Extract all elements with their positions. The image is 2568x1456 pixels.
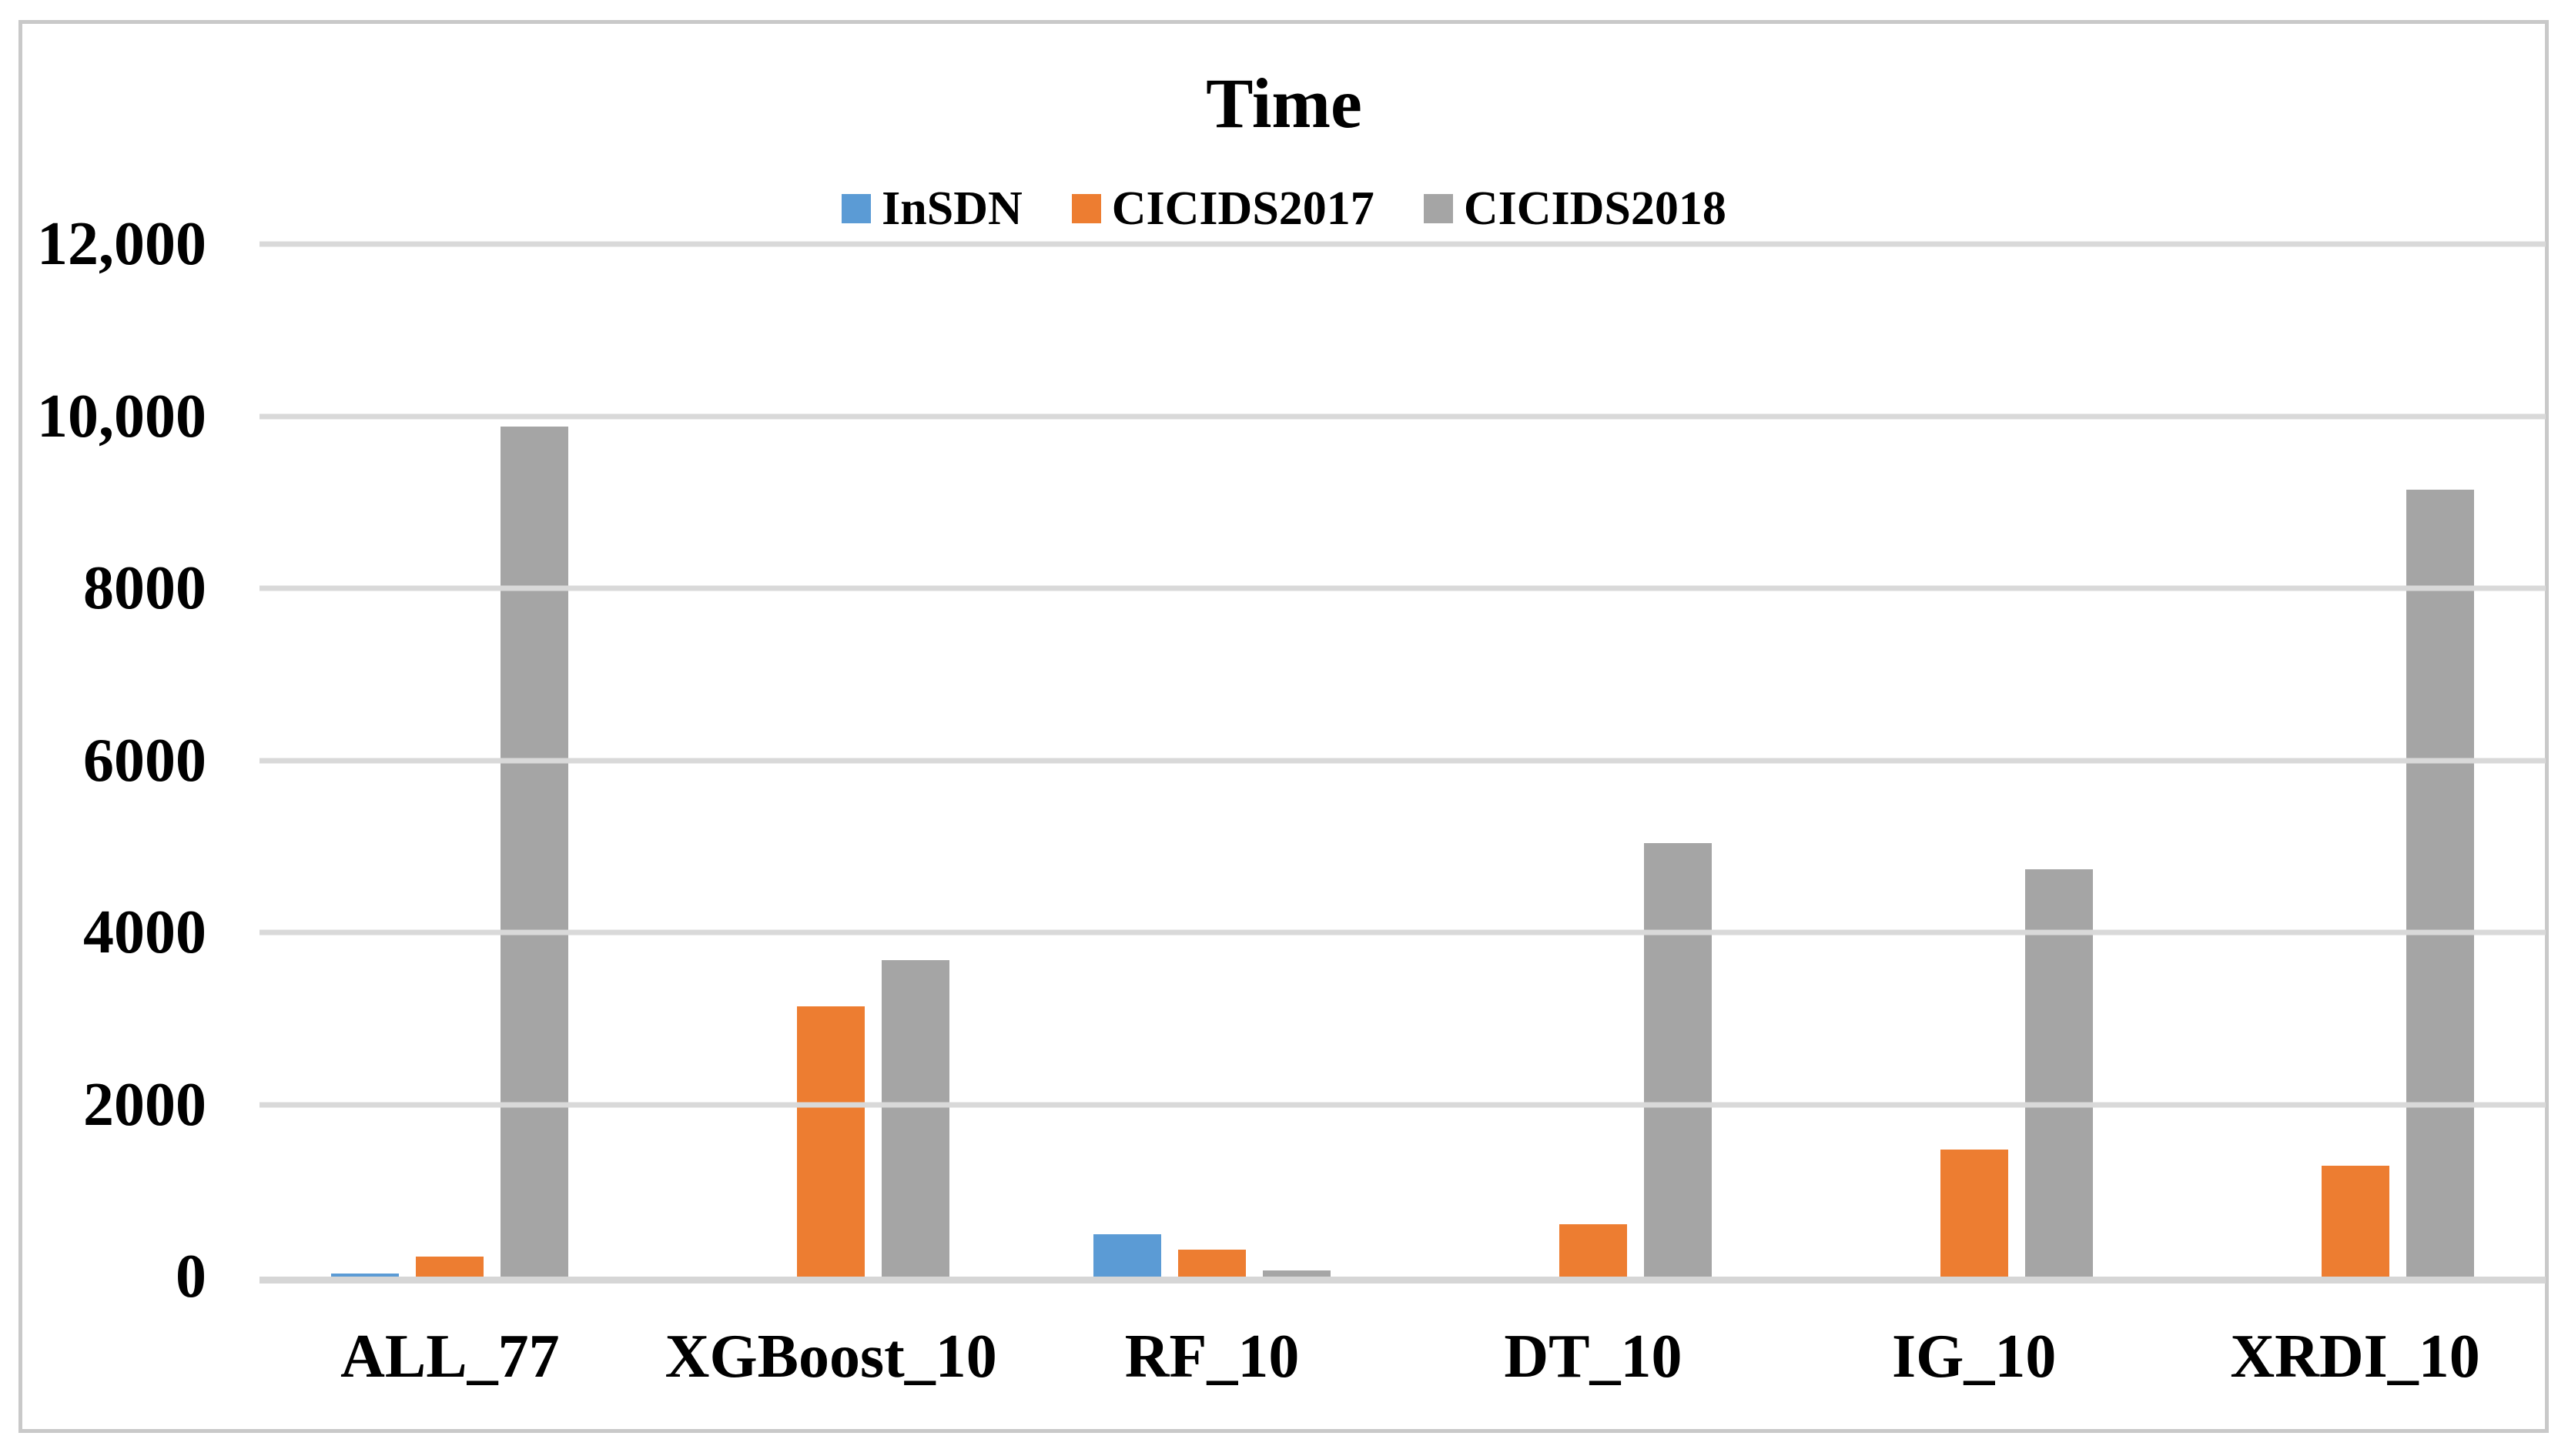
gridline bbox=[259, 1102, 2546, 1107]
bar-group-ALL_77 bbox=[331, 244, 569, 1277]
y-tick-label: 2000 bbox=[83, 1070, 206, 1139]
legend-label-cicids2017: CICIDS2017 bbox=[1111, 182, 1374, 235]
bar-InSDN-RF_10 bbox=[1093, 1234, 1162, 1277]
bar-CICIDS2018-IG_10 bbox=[2024, 869, 2093, 1277]
bar-group-slot-XGBoost_10 bbox=[641, 244, 1022, 1277]
x-tick-label-XGBoost_10: XGBoost_10 bbox=[665, 1323, 997, 1391]
gridline bbox=[259, 413, 2546, 419]
bar-CICIDS2017-ALL_77 bbox=[416, 1257, 484, 1277]
y-tick-label: 6000 bbox=[83, 726, 206, 795]
plot-area bbox=[259, 241, 2546, 1284]
y-tick-label: 4000 bbox=[83, 899, 206, 966]
bar-group-slot-XRDI_10 bbox=[2165, 244, 2546, 1277]
gridline bbox=[259, 241, 2546, 247]
x-tick-label-XRDI_10: XRDI_10 bbox=[2230, 1323, 2480, 1391]
legend-item-insdn: InSDN bbox=[842, 185, 1023, 233]
x-axis-labels: ALL_77 XGBoost_10 RF_10 DT_10 IG_10 XRDI_10 bbox=[259, 1323, 2546, 1391]
x-tick-label-DT_10: DT_10 bbox=[1504, 1323, 1682, 1391]
bar-group-DT_10 bbox=[1475, 244, 1712, 1277]
y-tick-label: 10,000 bbox=[37, 382, 206, 450]
legend: InSDN CICIDS2017 CICIDS2018 bbox=[0, 185, 2568, 233]
legend-item-cicids2017: CICIDS2017 bbox=[1071, 182, 1374, 235]
y-tick-label: 0 bbox=[176, 1243, 206, 1310]
bar-CICIDS2017-RF_10 bbox=[1178, 1250, 1247, 1277]
bar-CICIDS2018-RF_10 bbox=[1263, 1270, 1331, 1277]
bar-CICIDS2017-XGBoost_10 bbox=[797, 1006, 865, 1277]
legend-swatch-cicids2018 bbox=[1423, 194, 1453, 223]
x-axis-line bbox=[259, 1277, 2546, 1284]
bar-group-slot-IG_10 bbox=[1783, 244, 2165, 1277]
y-tick-label: 12,000 bbox=[37, 210, 206, 278]
bar-CICIDS2017-DT_10 bbox=[1559, 1223, 1627, 1277]
bar-CICIDS2017-IG_10 bbox=[1940, 1149, 2008, 1277]
gridline bbox=[259, 585, 2546, 591]
bar-group-slot-ALL_77 bbox=[259, 244, 641, 1277]
chart-title: Time bbox=[1206, 64, 1362, 142]
y-tick-label: 8000 bbox=[83, 554, 206, 622]
bar-group-slot-RF_10 bbox=[1022, 244, 1403, 1277]
bar-group-IG_10 bbox=[1856, 244, 2093, 1277]
bar-CICIDS2018-DT_10 bbox=[1643, 842, 1712, 1277]
legend-label-cicids2018: CICIDS2018 bbox=[1463, 182, 1726, 235]
x-tick-label-ALL_77: ALL_77 bbox=[340, 1323, 560, 1391]
x-tick-label-RF_10: RF_10 bbox=[1124, 1323, 1300, 1391]
figure-border bbox=[18, 20, 2549, 1433]
gridline bbox=[259, 929, 2546, 936]
legend-label-insdn: InSDN bbox=[882, 182, 1023, 235]
bar-CICIDS2017-XRDI_10 bbox=[2321, 1165, 2389, 1277]
bar-CICIDS2018-XGBoost_10 bbox=[882, 959, 950, 1277]
bar-group-XRDI_10 bbox=[2237, 244, 2474, 1277]
legend-swatch-cicids2017 bbox=[1071, 194, 1101, 223]
gridline bbox=[259, 758, 2546, 763]
bar-CICIDS2018-ALL_77 bbox=[501, 426, 569, 1277]
bar-CICIDS2018-XRDI_10 bbox=[2406, 489, 2474, 1277]
bar-group-RF_10 bbox=[1093, 244, 1331, 1277]
x-tick-label-IG_10: IG_10 bbox=[1892, 1323, 2057, 1391]
bar-groups bbox=[259, 244, 2546, 1277]
bar-group-XGBoost_10 bbox=[712, 244, 950, 1277]
bar-InSDN-ALL_77 bbox=[331, 1273, 400, 1277]
y-axis-labels: 0 2000 4000 6000 8000 10,000 12,000 bbox=[0, 213, 206, 1307]
legend-swatch-insdn bbox=[842, 194, 872, 223]
legend-item-cicids2018: CICIDS2018 bbox=[1423, 182, 1726, 235]
bar-group-slot-DT_10 bbox=[1402, 244, 1783, 1277]
